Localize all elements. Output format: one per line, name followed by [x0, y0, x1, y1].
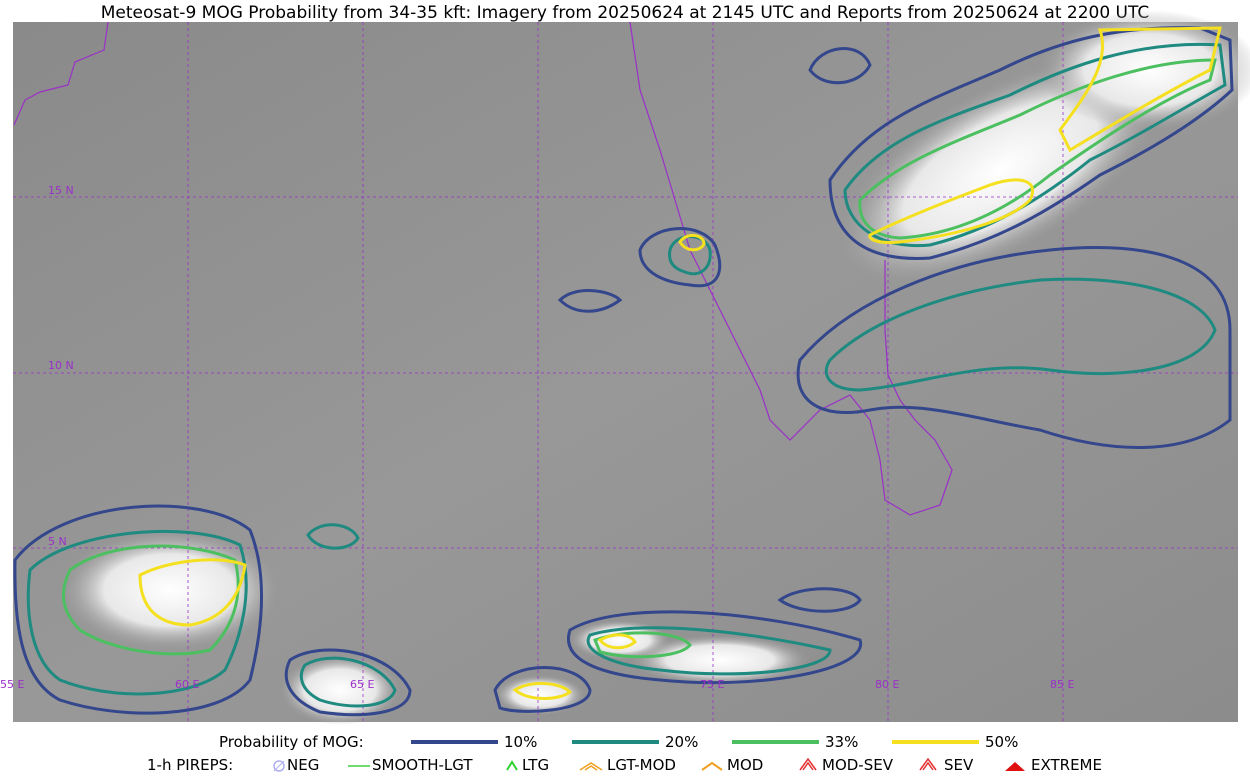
lon-label: 85 E	[1050, 678, 1074, 691]
legend-entry: MOD-SEV	[822, 756, 893, 774]
legend-swatches	[273, 740, 1025, 772]
lon-label: 55 E	[0, 678, 24, 691]
lat-labels: 15 N 10 N 5 N	[48, 184, 74, 548]
legend-entry: 10%	[504, 733, 538, 751]
legend-entry: 50%	[985, 733, 1019, 751]
legend-entry: NEG	[287, 756, 320, 774]
legend-title: 1-h PIREPS:	[147, 756, 234, 774]
legend-title: Probability of MOG:	[219, 733, 364, 751]
lon-label: 80 E	[875, 678, 899, 691]
legend-entry: LTG	[522, 756, 550, 774]
legend-entry: MOD	[727, 756, 764, 774]
lon-label: 65 E	[350, 678, 374, 691]
title: Meteosat-9 MOG Probability from 34-35 kf…	[100, 3, 1150, 23]
legend-entry: SMOOTH-LGT	[372, 756, 473, 774]
coastline	[13, 21, 953, 516]
legend-entry: SEV	[944, 756, 974, 774]
legend-entry: EXTREME	[1031, 756, 1102, 774]
contours	[13, 26, 1234, 717]
lon-label: 75 E	[700, 678, 724, 691]
legend-entry: 33%	[825, 733, 859, 751]
lat-label: 5 N	[48, 535, 67, 548]
lon-label: 60 E	[175, 678, 199, 691]
lon-labels: 55 E 60 E 65 E 75 E 80 E 85 E	[0, 678, 1074, 691]
legend-entry: LGT-MOD	[607, 756, 676, 774]
legend-entry: 20%	[665, 733, 699, 751]
lat-label: 15 N	[48, 184, 74, 197]
lat-label: 10 N	[48, 359, 74, 372]
